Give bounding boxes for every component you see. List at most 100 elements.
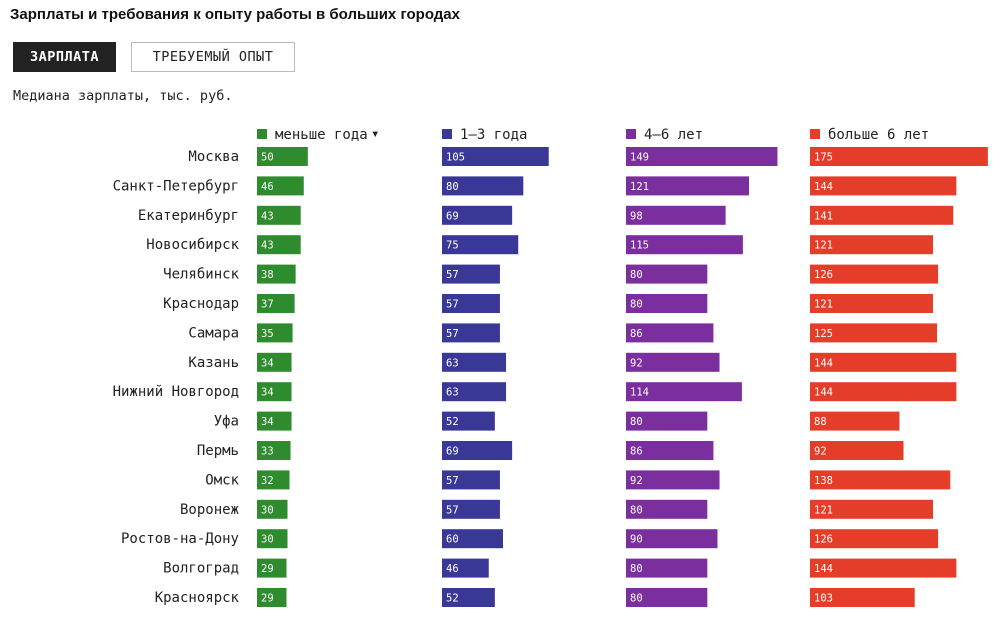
bar[interactable] (442, 382, 507, 402)
bar[interactable] (257, 558, 287, 578)
city-label: Новосибирск (146, 237, 239, 253)
bar[interactable] (257, 205, 301, 225)
bar[interactable] (257, 382, 292, 402)
bar[interactable] (442, 352, 507, 372)
bar[interactable] (626, 441, 714, 460)
bar[interactable] (626, 499, 708, 519)
bar[interactable] (257, 588, 287, 607)
bar[interactable] (810, 176, 957, 196)
value-label: 175 (814, 152, 833, 164)
bar[interactable] (442, 205, 513, 225)
bar[interactable] (442, 499, 500, 519)
bar[interactable] (442, 411, 495, 431)
value-label: 52 (446, 593, 459, 605)
bar[interactable] (442, 147, 549, 166)
value-label: 57 (446, 328, 459, 340)
bar[interactable] (257, 499, 288, 519)
bar[interactable] (810, 499, 933, 519)
bar[interactable] (442, 294, 500, 313)
bar[interactable] (810, 470, 951, 490)
value-label: 80 (630, 563, 643, 575)
bar[interactable] (442, 264, 500, 284)
bar[interactable] (810, 147, 988, 166)
bar[interactable] (257, 294, 295, 313)
bar[interactable] (442, 529, 503, 549)
value-label: 92 (630, 357, 643, 369)
value-label: 30 (261, 504, 274, 516)
legend-label[interactable]: 1–3 года (460, 127, 527, 143)
bar[interactable] (810, 235, 933, 255)
bar[interactable] (626, 176, 749, 196)
value-label: 121 (814, 504, 833, 516)
bar[interactable] (626, 323, 714, 343)
value-label: 121 (630, 181, 649, 193)
bar[interactable] (257, 264, 296, 284)
bar[interactable] (626, 147, 778, 166)
bar[interactable] (810, 264, 939, 284)
value-label: 46 (261, 181, 274, 193)
bar[interactable] (442, 176, 524, 196)
value-label: 86 (630, 446, 643, 458)
value-label: 80 (630, 593, 643, 605)
bar[interactable] (810, 441, 904, 460)
bar[interactable] (626, 294, 708, 313)
bar[interactable] (257, 235, 301, 255)
value-label: 57 (446, 299, 459, 311)
bar[interactable] (442, 235, 519, 255)
bar[interactable] (442, 441, 513, 460)
city-label: Челябинск (163, 267, 239, 283)
city-label: Воронеж (180, 502, 240, 518)
bar[interactable] (257, 352, 292, 372)
legend-label[interactable]: меньше года (275, 127, 368, 143)
legend-swatch (810, 129, 820, 139)
value-label: 126 (814, 534, 833, 546)
value-label: 121 (814, 240, 833, 252)
bar[interactable] (626, 411, 708, 431)
bar[interactable] (257, 323, 293, 343)
bar[interactable] (442, 588, 495, 607)
bar[interactable] (442, 323, 500, 343)
bar[interactable] (626, 264, 708, 284)
bar[interactable] (810, 529, 939, 549)
city-label: Самара (188, 325, 239, 341)
bar[interactable] (257, 176, 304, 196)
bar[interactable] (626, 470, 720, 490)
bar[interactable] (626, 235, 743, 255)
bar[interactable] (257, 529, 288, 549)
city-label: Казань (188, 355, 239, 371)
bar[interactable] (442, 558, 489, 578)
value-label: 92 (630, 475, 643, 487)
tab-salary[interactable]: ЗАРПЛАТА (13, 42, 116, 72)
bar[interactable] (626, 352, 720, 372)
value-label: 29 (261, 563, 274, 575)
value-label: 34 (261, 387, 274, 399)
value-label: 43 (261, 210, 274, 222)
bar[interactable] (626, 382, 742, 402)
bar[interactable] (626, 558, 708, 578)
bar[interactable] (257, 441, 291, 460)
city-label: Ростов-на-Дону (121, 531, 239, 547)
bar[interactable] (810, 382, 957, 402)
bar[interactable] (257, 411, 292, 431)
value-label: 43 (261, 240, 274, 252)
legend-label[interactable]: больше 6 лет (828, 127, 929, 143)
bar[interactable] (626, 205, 726, 225)
bar[interactable] (810, 294, 933, 313)
bar[interactable] (442, 470, 500, 490)
legend-label[interactable]: 4–6 лет (644, 127, 703, 143)
value-label: 34 (261, 357, 274, 369)
bar[interactable] (626, 588, 708, 607)
bar[interactable] (810, 205, 954, 225)
tab-experience[interactable]: ТРЕБУЕМЫЙ ОПЫТ (131, 42, 295, 72)
bar[interactable] (257, 470, 290, 490)
value-label: 63 (446, 357, 459, 369)
bar[interactable] (257, 147, 308, 166)
bar[interactable] (626, 529, 718, 549)
bar[interactable] (810, 588, 915, 607)
bar[interactable] (810, 323, 938, 343)
value-label: 75 (446, 240, 459, 252)
bar[interactable] (810, 411, 900, 431)
sort-arrow-icon[interactable]: ▾ (371, 126, 379, 142)
bar[interactable] (810, 352, 957, 372)
bar[interactable] (810, 558, 957, 578)
